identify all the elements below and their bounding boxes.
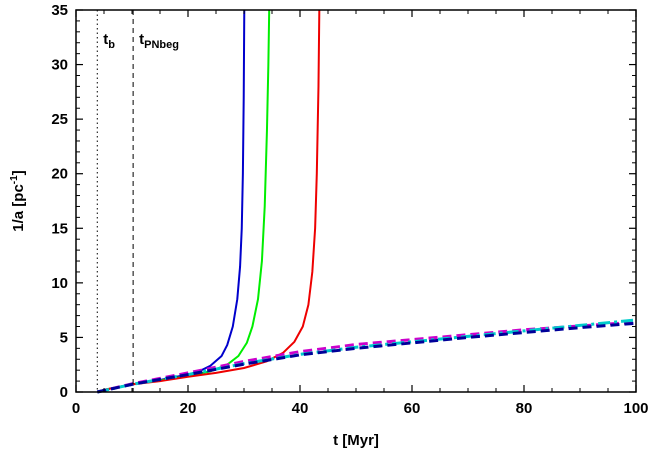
series-line-5: [96, 321, 637, 394]
y-axis-title: 1/a [pc-1]: [9, 170, 27, 231]
tb-label: tb: [103, 31, 115, 51]
y-tick-label: 35: [51, 2, 68, 19]
y-axis-title-sup: -1: [9, 175, 20, 184]
y-tick-label: 15: [51, 220, 68, 237]
x-tick-label: 60: [404, 400, 421, 417]
tb-label-main: t: [103, 31, 108, 48]
plot-area: [76, 10, 636, 392]
tpnbeg-label-sub: PNbeg: [144, 39, 179, 51]
y-tick-label: 10: [51, 275, 68, 292]
x-tick-label: 20: [180, 400, 197, 417]
tpnbeg-label-main: t: [139, 31, 144, 48]
tb-label-sub: b: [108, 39, 115, 51]
x-tick-label: 100: [623, 400, 648, 417]
annotation-layer: tb tPNbeg: [96, 10, 179, 392]
x-tick-label: 0: [72, 400, 80, 417]
x-tick-label: 40: [292, 400, 309, 417]
y-tick-label: 20: [51, 166, 68, 183]
y-tick-label: 25: [51, 111, 68, 128]
tpnbeg-label: tPNbeg: [139, 31, 179, 51]
y-tick-label: 5: [60, 329, 68, 346]
y-tick-label: 30: [51, 57, 68, 74]
x-axis-title: t [Myr]: [333, 432, 379, 449]
y-axis-title-main: 1/a [pc: [10, 184, 27, 232]
plot-frame: [75, 9, 637, 393]
series-layer: [96, 9, 637, 394]
y-axis-title-end: ]: [10, 170, 27, 175]
x-tick-label: 80: [516, 400, 533, 417]
y-tick-label: 0: [60, 384, 68, 401]
tick-layer: 0 20 40 60 80 100 0 5 10 15 20 25 30 35: [51, 2, 648, 417]
